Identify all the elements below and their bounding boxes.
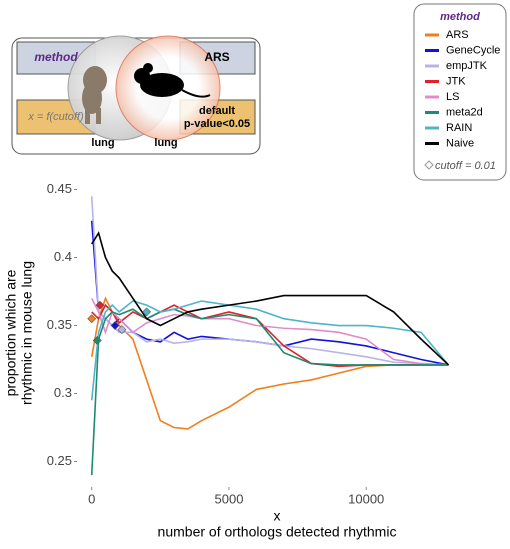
- x-tick-label: 5000: [215, 491, 244, 506]
- legend-label: meta2d: [446, 106, 483, 118]
- y-axis-title: proportion which are: [3, 269, 19, 396]
- legend-swatch: [425, 142, 439, 145]
- cutoff-marker: [117, 325, 127, 335]
- legend-swatch: [425, 95, 439, 99]
- legend-swatch: [425, 49, 439, 52]
- cutoff-marker: [95, 300, 105, 310]
- baboon-icon: [82, 66, 107, 124]
- y-tick-label: 0.25: [47, 453, 72, 468]
- legend-symbol: [424, 160, 434, 170]
- label: lung: [154, 137, 177, 149]
- legend-label: LS: [446, 91, 459, 103]
- label: lung: [91, 137, 114, 149]
- legend-frame: [413, 3, 507, 181]
- y-tick-label: 0.3: [54, 385, 72, 400]
- inset: method x = f(cutoff) ARS default p-value…: [11, 35, 261, 155]
- label: ARS: [204, 50, 229, 64]
- label: p-value<0.05: [184, 118, 250, 130]
- label: x = f(cutoff): [27, 111, 84, 123]
- x-tick-label: 10000: [348, 491, 384, 506]
- line: [90, 300, 450, 401]
- y-axis-title: rhythmic in mouse lung: [19, 261, 35, 405]
- x-axis-title: number of orthologs detected rhythmic: [158, 524, 397, 540]
- line: [90, 308, 449, 476]
- legend-title: method: [440, 11, 480, 23]
- legend-note: cutoff = 0.01: [435, 160, 496, 172]
- cutoff-marker: [110, 321, 120, 330]
- cutoff-marker: [92, 336, 102, 345]
- legend-label: empJTK: [446, 60, 488, 72]
- legend-swatch: [425, 80, 439, 83]
- legend-label: GeneCycle: [446, 44, 500, 56]
- cutoff-marker: [87, 314, 97, 324]
- y-tick-label: 0.45: [47, 181, 72, 196]
- line: [91, 231, 450, 366]
- cutoff-marker: [142, 307, 152, 317]
- label: method: [34, 50, 78, 64]
- legend-swatch: [425, 111, 439, 114]
- legend-label: Naive: [446, 137, 474, 149]
- label: default: [199, 105, 235, 117]
- x-tick-label: 0: [88, 491, 95, 506]
- x-axis-title: x: [274, 508, 281, 524]
- line: [90, 196, 449, 366]
- y-tick-label: 0.35: [47, 317, 72, 332]
- legend-swatch: [425, 64, 439, 68]
- y-tick-label: 0.4: [54, 249, 72, 264]
- legend-label: ARS: [446, 29, 469, 41]
- legend-swatch: [425, 33, 439, 37]
- legend-swatch: [425, 126, 439, 130]
- legend-label: JTK: [446, 75, 466, 87]
- legend-label: RAIN: [446, 122, 472, 134]
- mouse-icon: [134, 63, 211, 98]
